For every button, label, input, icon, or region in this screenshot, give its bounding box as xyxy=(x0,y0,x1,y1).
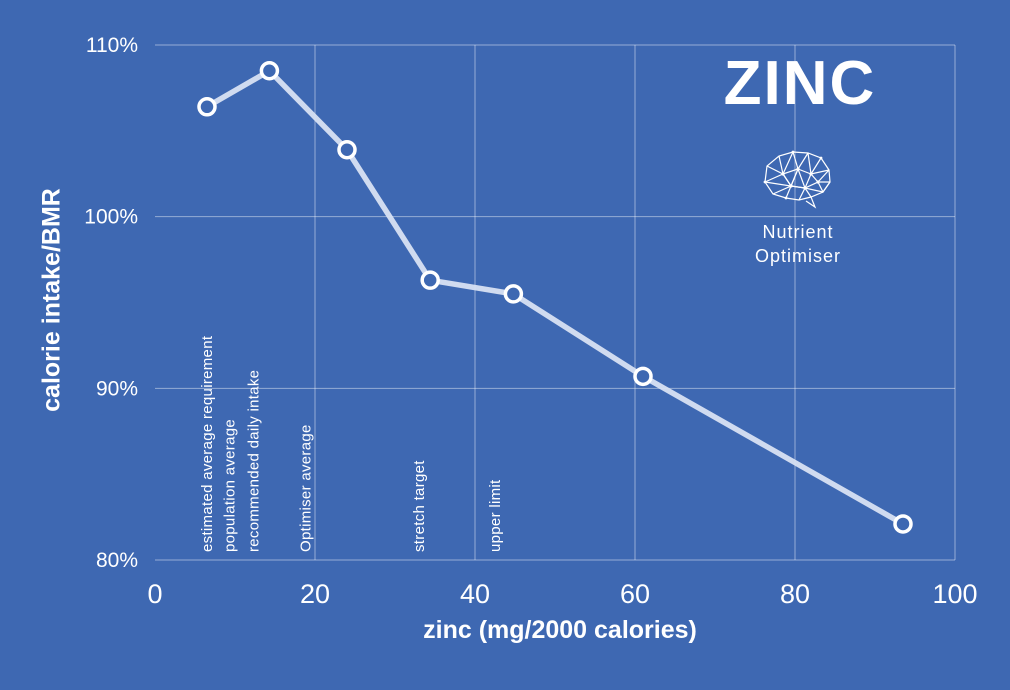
logo-text-line2: Optimiser xyxy=(754,246,841,267)
logo-text-line1: Nutrient xyxy=(762,222,834,242)
y-tick-label: 80% xyxy=(96,549,138,572)
annotation-label: upper limit xyxy=(487,479,504,552)
annotation-label: Optimiser average xyxy=(297,424,314,552)
data-point-marker xyxy=(337,139,357,160)
data-point-marker xyxy=(259,61,280,81)
x-tick-label: 40 xyxy=(460,579,490,609)
annotation-label: recommended daily intake xyxy=(245,370,262,552)
x-axis-label: zinc (mg/2000 calories) xyxy=(423,616,697,644)
x-tick-label: 60 xyxy=(620,579,650,609)
y-axis-label: calorie intake/BMR xyxy=(37,188,66,412)
data-point-marker xyxy=(197,97,217,117)
y-tick-label: 110% xyxy=(86,34,138,57)
data-point-marker xyxy=(893,514,913,534)
annotation-label: population average xyxy=(221,419,238,552)
data-point-marker xyxy=(503,284,524,304)
brain-network-icon xyxy=(763,150,831,209)
x-tick-label: 20 xyxy=(300,579,330,609)
chart-title: ZINC xyxy=(723,49,877,118)
nutrient-optimiser-logo: Nutrient Optimiser xyxy=(738,144,858,269)
annotation-label: estimated average requirement xyxy=(199,335,216,552)
y-tick-label: 90% xyxy=(96,377,138,400)
data-point-marker xyxy=(633,366,653,387)
data-point-marker xyxy=(420,270,440,290)
y-tick-label: 100% xyxy=(84,206,138,229)
x-tick-label: 80 xyxy=(780,579,810,609)
x-tick-label: 0 xyxy=(147,579,162,609)
annotation-label: stretch target xyxy=(411,460,428,552)
x-tick-label: 100 xyxy=(932,579,977,609)
